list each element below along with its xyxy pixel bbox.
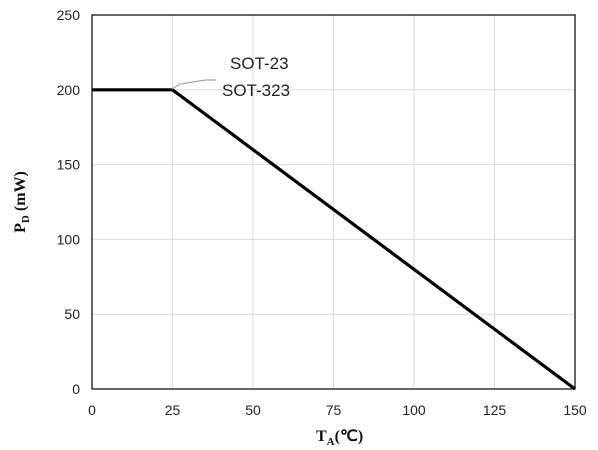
x-axis-title-unit: (℃) [335,428,364,445]
y-axis-title-unit: (mW) [12,171,29,215]
y-tick-label: 250 [57,7,81,23]
y-axis-title-subscript: D [20,215,32,223]
y-axis-title-main: P [12,223,29,233]
x-tick-label: 25 [165,402,181,418]
y-tick-labels: 0 50 100 150 200 250 [57,7,81,397]
y-axis-title: PD (mW) [12,171,32,233]
series-layer [92,88,576,391]
x-tick-labels: 0 25 50 75 100 125 150 [88,402,587,418]
y-tick-label: 150 [57,157,81,173]
grid-lines [92,15,575,389]
x-tick-label: 125 [483,402,507,418]
annotation-sot-323: SOT-323 [222,81,290,100]
y-tick-label: 50 [64,306,80,322]
plot-area-frame [91,14,576,390]
x-tick-label: 100 [402,402,426,418]
x-axis-title-main: T [316,428,327,445]
x-tick-label: 0 [88,402,96,418]
series-line [92,88,576,391]
x-axis-title-subscript: A [327,436,335,448]
annotation-leader-line [171,79,216,90]
x-tick-label: 50 [245,402,261,418]
y-tick-label: 200 [57,82,81,98]
x-axis-title: TA(℃) [316,428,363,448]
annotation-sot-23: SOT-23 [230,54,289,73]
y-tick-label: 100 [57,231,81,247]
x-tick-label: 150 [563,402,587,418]
x-tick-label: 75 [326,402,342,418]
y-tick-label: 0 [72,381,80,397]
